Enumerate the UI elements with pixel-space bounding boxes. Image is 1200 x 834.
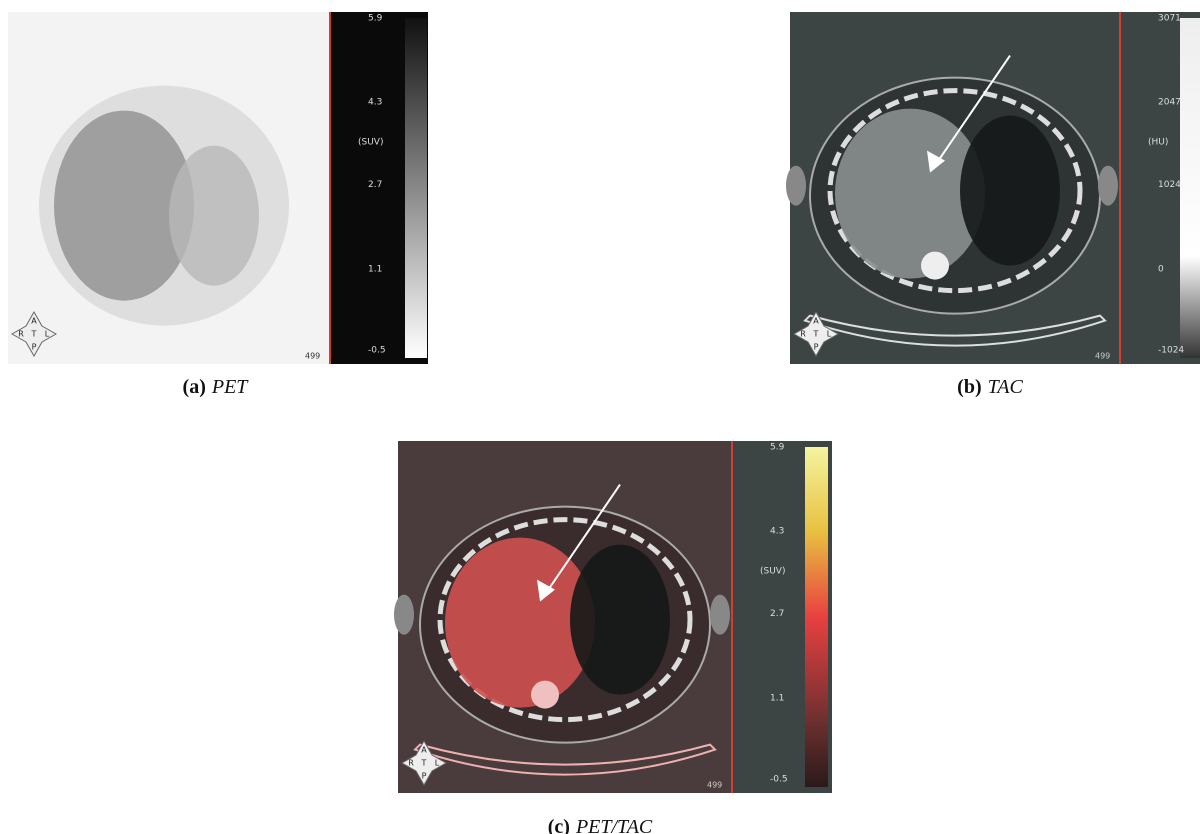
scale-label: (SUV) [760, 567, 785, 577]
orientation-label: P [32, 343, 37, 352]
colorbar [805, 447, 828, 787]
scale-label: (HU) [1148, 138, 1168, 148]
figure: ARTLP4995.94.3(SUV)2.71.1-0.5(a)PETARTLP… [0, 0, 1200, 834]
scale-label: 0 [1158, 264, 1164, 274]
orientation-label: T [31, 330, 37, 339]
orientation-label: T [813, 330, 819, 339]
spine [921, 252, 949, 280]
scale-label: 2047 [1158, 97, 1181, 107]
colorbar [405, 18, 427, 358]
orientation-label: R [800, 330, 806, 339]
scale-label: 4.3 [368, 97, 382, 107]
orientation-label: T [421, 759, 427, 768]
orientation-label: L [45, 330, 50, 339]
slice-number: 499 [707, 781, 722, 790]
caption: (b) TAC [957, 376, 1023, 398]
orientation-label: L [827, 330, 832, 339]
lung [960, 116, 1060, 266]
caption-text: PET/TAC [575, 816, 653, 834]
arm [394, 595, 414, 635]
arm [1098, 166, 1118, 206]
orientation-label: P [422, 772, 427, 781]
orientation-label: L [435, 759, 440, 768]
caption-text: PET [211, 376, 249, 398]
scale-label: 4.3 [770, 526, 784, 536]
caption-label: (a) [183, 376, 206, 398]
scale-label: 3071 [1158, 13, 1181, 23]
arm [710, 595, 730, 635]
orientation-label: A [421, 746, 427, 755]
orientation-label: A [813, 317, 819, 326]
scale-label: 2.7 [770, 609, 784, 619]
scale-label: 2.7 [368, 180, 382, 190]
orientation-label: R [18, 330, 24, 339]
scale-label: -1024 [1158, 345, 1184, 355]
scale-label: 1.1 [770, 693, 784, 703]
orientation-label: A [31, 317, 37, 326]
caption-label: (c) [548, 816, 570, 834]
scale-label: -0.5 [368, 345, 386, 355]
orientation-label: R [408, 759, 414, 768]
lung [169, 146, 259, 286]
slice-number: 499 [305, 352, 320, 361]
lung [570, 545, 670, 695]
scale-label: 1024 [1158, 180, 1181, 190]
caption-text: TAC [988, 376, 1024, 398]
scale-label: (SUV) [358, 138, 383, 148]
caption: (c) PET/TAC [548, 816, 653, 834]
arm [786, 166, 806, 206]
scale-label: 1.1 [368, 264, 382, 274]
scale-label: 5.9 [770, 442, 785, 452]
scale-label: 5.9 [368, 13, 383, 23]
caption: (a)PET [183, 376, 250, 398]
slice-number: 499 [1095, 352, 1110, 361]
scale-label: -0.5 [770, 774, 788, 784]
orientation-label: P [814, 343, 819, 352]
colorbar [1180, 18, 1200, 358]
spine [531, 681, 559, 709]
caption-label: (b) [957, 376, 981, 398]
